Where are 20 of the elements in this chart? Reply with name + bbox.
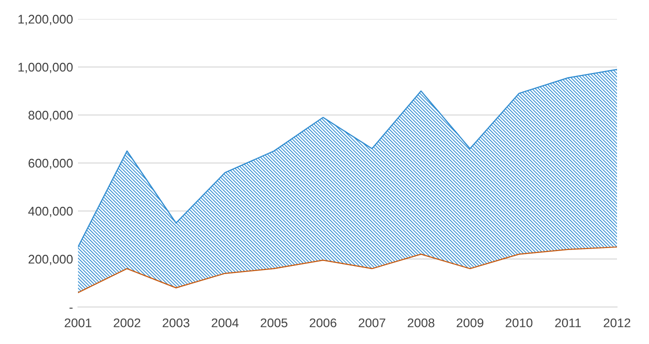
y-tick-label: 1,000,000 [18, 62, 73, 74]
x-tick-label: 2005 [260, 318, 288, 328]
x-tick-label: 2009 [456, 318, 484, 328]
y-tick-label: - [70, 308, 73, 309]
x-tick-label: 2003 [162, 318, 190, 328]
y-tick-label: 200,000 [28, 254, 73, 266]
x-tick-label: 2010 [506, 318, 532, 328]
y-tick-label: 800,000 [28, 110, 73, 122]
y-tick-label: 400,000 [28, 206, 73, 218]
x-tick-label: 2012 [604, 318, 630, 328]
x-tick-label: 2011 [555, 318, 581, 328]
y-tick-label: 600,000 [28, 158, 73, 170]
x-tick-label: 2007 [358, 318, 386, 328]
line-series [78, 246, 617, 294]
x-tick-label: 2004 [212, 318, 239, 328]
x-tick-label: 2002 [114, 318, 140, 328]
x-tick-label: 2008 [408, 318, 434, 328]
y-tick-label: 1,200,000 [18, 14, 73, 26]
x-tick-label: 2006 [310, 318, 336, 328]
x-tick-label: 2001 [64, 318, 92, 328]
